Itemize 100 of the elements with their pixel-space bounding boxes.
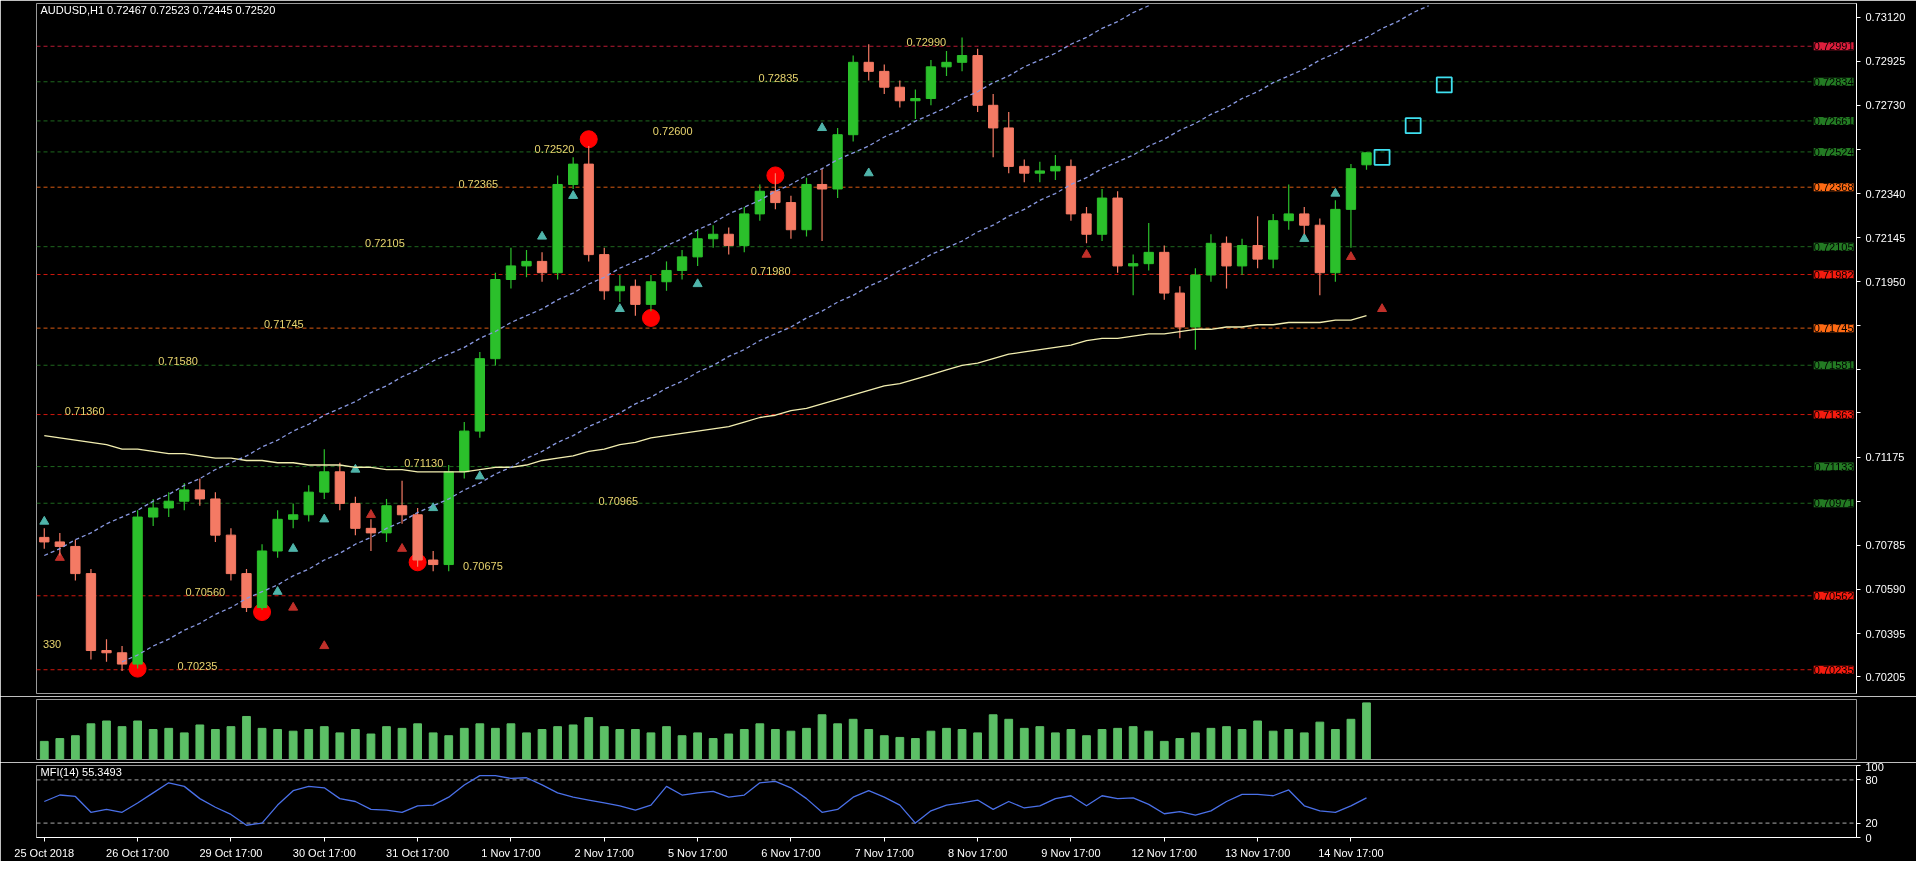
bar [335, 732, 345, 760]
x-tick-label: 1 Nov 17:00 [481, 846, 541, 859]
bar [911, 738, 920, 760]
bar [1268, 730, 1278, 760]
bar [164, 727, 174, 760]
bar [304, 729, 314, 760]
bar [864, 729, 874, 760]
bar [771, 729, 780, 760]
bar [1253, 720, 1262, 760]
bar [988, 714, 998, 760]
bar [117, 726, 127, 760]
bar [397, 727, 407, 760]
bar [724, 733, 734, 760]
bar [226, 726, 236, 760]
bar [1315, 721, 1325, 760]
x-tick-label: 30 Oct 17:00 [292, 846, 356, 859]
y-tick-label: 20 [1865, 817, 1878, 830]
x-tick-label: 14 Nov 17:00 [1318, 846, 1384, 859]
x-tick-label: 31 Oct 17:00 [386, 846, 450, 859]
bar [957, 729, 967, 760]
bar [631, 729, 640, 760]
bar [459, 727, 469, 760]
x-tick-label: 2 Nov 17:00 [574, 846, 634, 859]
bar [1082, 735, 1091, 760]
bar [1066, 729, 1076, 760]
bar [1362, 702, 1371, 760]
bar [39, 740, 49, 760]
bar [211, 729, 220, 760]
bar [615, 729, 625, 760]
x-tick-label: 8 Nov 17:00 [947, 846, 1008, 859]
bar [475, 723, 485, 760]
bar [755, 723, 765, 760]
bar [895, 736, 905, 760]
bar [1299, 732, 1309, 760]
bar [195, 724, 205, 760]
bar [242, 715, 251, 760]
bar [86, 723, 96, 760]
bar [817, 714, 827, 760]
bar [584, 717, 594, 760]
bar [553, 726, 562, 760]
bar [288, 730, 298, 760]
bar [848, 718, 858, 760]
bar [444, 735, 454, 760]
bar [879, 735, 889, 760]
bar [1331, 729, 1340, 760]
bar [1222, 726, 1231, 760]
bar [693, 732, 702, 760]
bar [1191, 732, 1200, 760]
x-tick-label: 29 Oct 17:00 [199, 846, 263, 859]
bar [1035, 726, 1045, 760]
bar [1019, 727, 1029, 760]
bar [802, 727, 811, 760]
bar [677, 735, 687, 760]
bar [537, 729, 547, 760]
bar [1004, 718, 1014, 760]
x-tick-label: 9 Nov 17:00 [1041, 846, 1101, 859]
bar [1237, 729, 1247, 760]
bar [1284, 729, 1294, 760]
x-tick-label: 26 Oct 17:00 [106, 846, 170, 859]
bar [382, 726, 391, 760]
bar [926, 730, 936, 760]
bar [646, 732, 656, 760]
y-tick-label: 0 [1865, 831, 1872, 844]
bar [428, 732, 438, 760]
bar [273, 729, 282, 760]
bar [708, 738, 718, 760]
bar [71, 735, 80, 760]
bar [662, 726, 671, 760]
bar [55, 738, 65, 760]
x-tick-label: 7 Nov 17:00 [854, 846, 914, 859]
bar [413, 723, 422, 760]
bar [739, 729, 749, 760]
bar [1113, 727, 1122, 760]
bar [319, 726, 329, 760]
bar [1346, 718, 1356, 760]
bar [599, 726, 609, 760]
bar [1051, 732, 1060, 760]
x-tick-label: 5 Nov 17:00 [667, 846, 728, 859]
bar [1175, 738, 1185, 760]
bar [257, 727, 267, 760]
bar [568, 724, 578, 760]
bar [833, 723, 842, 760]
bar [133, 720, 142, 760]
bar [506, 723, 516, 760]
bar [179, 732, 189, 760]
bar [973, 732, 982, 760]
bar [522, 732, 531, 760]
bar [786, 730, 796, 760]
x-tick-label: 13 Nov 17:00 [1224, 846, 1291, 859]
bar [1097, 729, 1107, 760]
bar [102, 720, 111, 760]
bar [1159, 740, 1169, 760]
bar [148, 729, 158, 760]
x-tick-label: 25 Oct 2018 [14, 846, 75, 859]
y-tick-label: 100 [1865, 760, 1884, 773]
bar [366, 733, 376, 760]
bar [1144, 730, 1154, 760]
x-tick-label: 6 Nov 17:00 [761, 846, 821, 859]
bar [351, 729, 360, 760]
bar [942, 727, 951, 760]
